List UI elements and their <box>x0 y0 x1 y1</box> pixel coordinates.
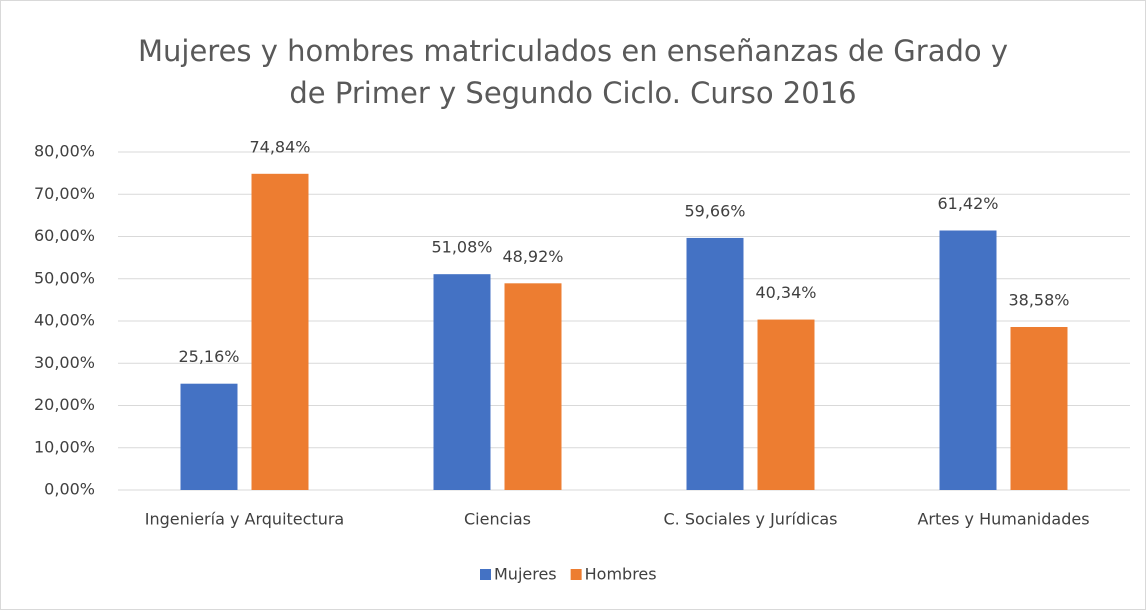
y-tick-label: 40,00% <box>34 311 95 330</box>
x-tick-label: C. Sociales y Jurídicas <box>663 510 837 529</box>
data-label: 59,66% <box>684 201 745 220</box>
data-label: 51,08% <box>431 238 492 257</box>
bar <box>433 274 491 490</box>
data-label: 74,84% <box>249 137 310 156</box>
bar <box>180 383 238 490</box>
bar <box>251 173 309 490</box>
y-tick-label: 0,00% <box>44 480 95 499</box>
bar <box>686 237 744 490</box>
data-label: 48,92% <box>502 247 563 266</box>
y-tick-label: 10,00% <box>34 437 95 456</box>
x-tick-label: Ingeniería y Arquitectura <box>145 510 344 529</box>
legend-label: Hombres <box>585 565 657 584</box>
legend-swatch <box>480 569 491 580</box>
data-label: 25,16% <box>178 347 239 366</box>
bar <box>757 319 815 490</box>
y-tick-label: 50,00% <box>34 268 95 287</box>
data-label: 61,42% <box>937 194 998 213</box>
y-tick-label: 80,00% <box>34 142 95 161</box>
x-tick-label: Ciencias <box>464 510 531 529</box>
y-tick-label: 70,00% <box>34 184 95 203</box>
bar <box>1010 326 1068 490</box>
y-tick-label: 60,00% <box>34 226 95 245</box>
bar <box>504 283 562 490</box>
data-label: 38,58% <box>1008 290 1069 309</box>
bar <box>939 230 997 491</box>
legend-swatch <box>570 569 582 580</box>
data-label: 40,34% <box>755 283 816 302</box>
x-tick-label: Artes y Humanidades <box>917 510 1089 529</box>
y-tick-label: 30,00% <box>34 353 95 372</box>
y-tick-label: 20,00% <box>34 395 95 414</box>
legend-label: Mujeres <box>494 565 557 584</box>
chart-title: Mujeres y hombres matriculados en enseña… <box>138 34 1008 110</box>
